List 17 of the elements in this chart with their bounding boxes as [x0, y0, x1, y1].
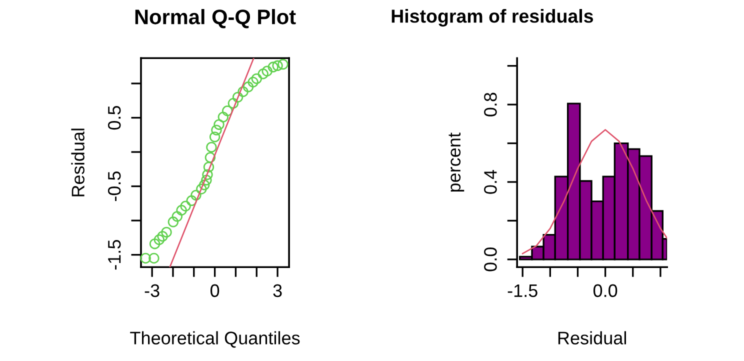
- chart-title: Normal Q-Q Plot: [135, 9, 296, 28]
- y-axis-title: Residual: [71, 128, 84, 196]
- x-tick-label: 3: [273, 284, 282, 298]
- x-axis-title: Theoretical Quantiles: [130, 331, 300, 348]
- x-tick-label: 0.0: [593, 284, 618, 298]
- y-tick-label: 0.8: [484, 92, 497, 116]
- y-tick-label: 0.0: [484, 248, 497, 272]
- y-axis-title: percent: [448, 132, 464, 192]
- y-tick-label: 0.4: [484, 170, 497, 194]
- x-tick-label: -3: [144, 284, 160, 298]
- chart-title: Histogram of residuals: [392, 9, 594, 27]
- y-tick-label: -1.5: [108, 240, 121, 270]
- x-tick-label: -1.5: [508, 284, 538, 298]
- y-tick-label: -0.5: [108, 171, 121, 202]
- x-tick-label: 0: [210, 284, 220, 298]
- x-axis-title: Residual: [558, 331, 626, 344]
- y-tick-label: 0.5: [108, 106, 121, 130]
